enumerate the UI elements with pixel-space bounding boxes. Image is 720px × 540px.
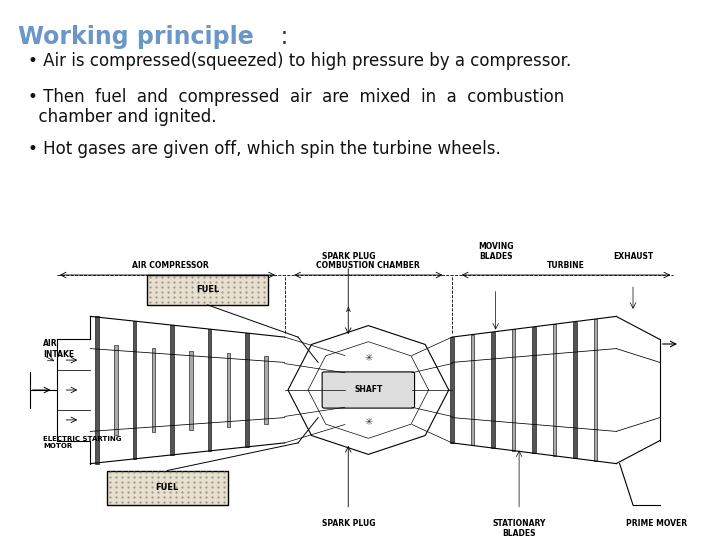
Text: ✳: ✳ xyxy=(364,353,372,363)
Bar xyxy=(208,329,211,451)
Text: FUEL: FUEL xyxy=(196,286,219,294)
Text: FUEL: FUEL xyxy=(156,483,179,492)
Text: AIR
INTAKE: AIR INTAKE xyxy=(43,340,75,359)
Text: PRIME MOVER: PRIME MOVER xyxy=(626,519,687,528)
Bar xyxy=(512,329,516,451)
Bar xyxy=(227,353,230,427)
Text: COMBUSTION CHAMBER: COMBUSTION CHAMBER xyxy=(317,261,420,271)
Text: EXHAUST: EXHAUST xyxy=(613,252,653,261)
Text: :: : xyxy=(273,25,289,49)
Text: A: A xyxy=(346,307,351,313)
Text: STATIONARY
BLADES: STATIONARY BLADES xyxy=(492,519,546,538)
Bar xyxy=(553,324,557,456)
Text: chamber and ignited.: chamber and ignited. xyxy=(28,108,217,126)
Bar xyxy=(189,350,192,429)
Text: • Hot gases are given off, which spin the turbine wheels.: • Hot gases are given off, which spin th… xyxy=(28,140,500,158)
FancyBboxPatch shape xyxy=(322,372,415,408)
Bar xyxy=(114,345,117,435)
Bar xyxy=(151,348,155,432)
Bar xyxy=(246,333,249,447)
Text: SPARK PLUG: SPARK PLUG xyxy=(322,252,375,261)
Bar xyxy=(107,470,228,505)
Bar xyxy=(532,327,536,453)
Text: MOVING
BLADES: MOVING BLADES xyxy=(478,242,513,261)
Text: • Air is compressed(squeezed) to high pressure by a compressor.: • Air is compressed(squeezed) to high pr… xyxy=(28,52,571,70)
Text: SHAFT: SHAFT xyxy=(354,386,382,395)
Bar xyxy=(95,316,99,464)
Bar xyxy=(264,356,268,424)
Bar xyxy=(171,325,174,455)
Text: SPARK PLUG: SPARK PLUG xyxy=(322,519,375,528)
Bar xyxy=(573,322,577,458)
Text: ✳: ✳ xyxy=(364,417,372,427)
Bar xyxy=(148,275,268,305)
Text: AIR COMPRESSOR: AIR COMPRESSOR xyxy=(132,261,209,271)
Bar xyxy=(594,319,598,461)
Text: • Then  fuel  and  compressed  air  are  mixed  in  a  combustion: • Then fuel and compressed air are mixed… xyxy=(28,88,564,106)
Text: ELECTRIC STARTING
MOTOR: ELECTRIC STARTING MOTOR xyxy=(43,436,122,449)
Text: TURBINE: TURBINE xyxy=(547,261,585,271)
Bar xyxy=(132,321,136,460)
Bar xyxy=(471,334,474,446)
Bar xyxy=(491,332,495,448)
Bar xyxy=(450,337,454,443)
Text: Working principle: Working principle xyxy=(18,25,253,49)
